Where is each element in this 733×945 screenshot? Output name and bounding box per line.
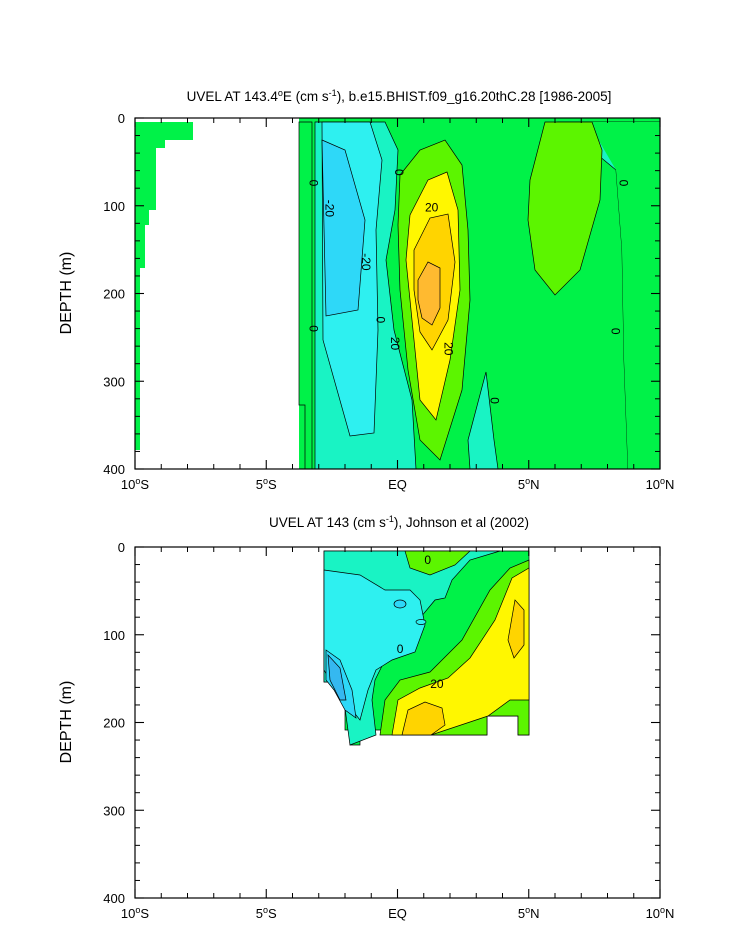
contour-label: 0 xyxy=(488,397,502,404)
obs-panel: UVEL AT 143 (cm s-1), Johnson et al (200… xyxy=(58,514,674,921)
contour-label: 0 xyxy=(307,325,321,332)
contour-label: 20 xyxy=(388,337,402,351)
contour-label: -20 xyxy=(359,253,373,271)
contour-label: -20 xyxy=(322,200,336,218)
x-tick-label: 5oS xyxy=(256,476,277,492)
y-tick-label: 100 xyxy=(103,628,125,643)
obs-contour-labels: 0 0 20 xyxy=(397,553,444,691)
x-tick-label: 10oS xyxy=(121,476,149,492)
x-tick-label: 5oN xyxy=(518,476,540,492)
model-ylabel: DEPTH (m) xyxy=(58,252,75,335)
model-contour-labels: 0 -20 -20 0 0 20 20 20 0 0 0 0 xyxy=(307,169,631,404)
obs-filled-contours xyxy=(323,550,530,746)
x-tick-label: 5oS xyxy=(256,905,277,921)
contour-label: 0 xyxy=(424,553,431,567)
contour-label: 0 xyxy=(616,180,630,187)
y-tick-label: 200 xyxy=(103,287,125,302)
x-tick-label: 5oN xyxy=(518,905,540,921)
model-panel: UVEL AT 143.4oE (cm s-1), b.e15.BHIST.f0… xyxy=(58,88,674,492)
y-tick-label: 0 xyxy=(118,540,125,555)
obs-ylabel: DEPTH (m) xyxy=(58,681,75,764)
model-filled-contours xyxy=(135,118,661,470)
y-tick-label: 300 xyxy=(103,374,125,389)
contour-label: 0 xyxy=(392,169,406,176)
contour-label: 0 xyxy=(608,328,622,335)
contour-label: 0 xyxy=(307,180,321,187)
x-tick-label: EQ xyxy=(388,477,407,492)
y-tick-label: 200 xyxy=(103,716,125,731)
y-tick-label: 300 xyxy=(103,803,125,818)
y-tick-label: 0 xyxy=(118,111,125,126)
y-tick-label: 100 xyxy=(103,199,125,214)
y-tick-label: 400 xyxy=(103,462,125,477)
contour-label: 20 xyxy=(442,342,456,356)
contour-label: 20 xyxy=(425,201,439,215)
y-tick-label: 400 xyxy=(103,891,125,906)
model-panel-title: UVEL AT 143.4oE (cm s-1), b.e15.BHIST.f0… xyxy=(187,88,612,104)
x-tick-label: 10oS xyxy=(121,905,149,921)
x-tick-label: 10oN xyxy=(646,905,675,921)
contour-label: 0 xyxy=(397,642,404,656)
obs-panel-title: UVEL AT 143 (cm s-1), Johnson et al (200… xyxy=(269,514,529,530)
contour-label: 0 xyxy=(373,316,387,323)
contour-label: 20 xyxy=(430,677,444,691)
x-tick-label: 10oN xyxy=(646,476,675,492)
x-tick-label: EQ xyxy=(388,906,407,921)
